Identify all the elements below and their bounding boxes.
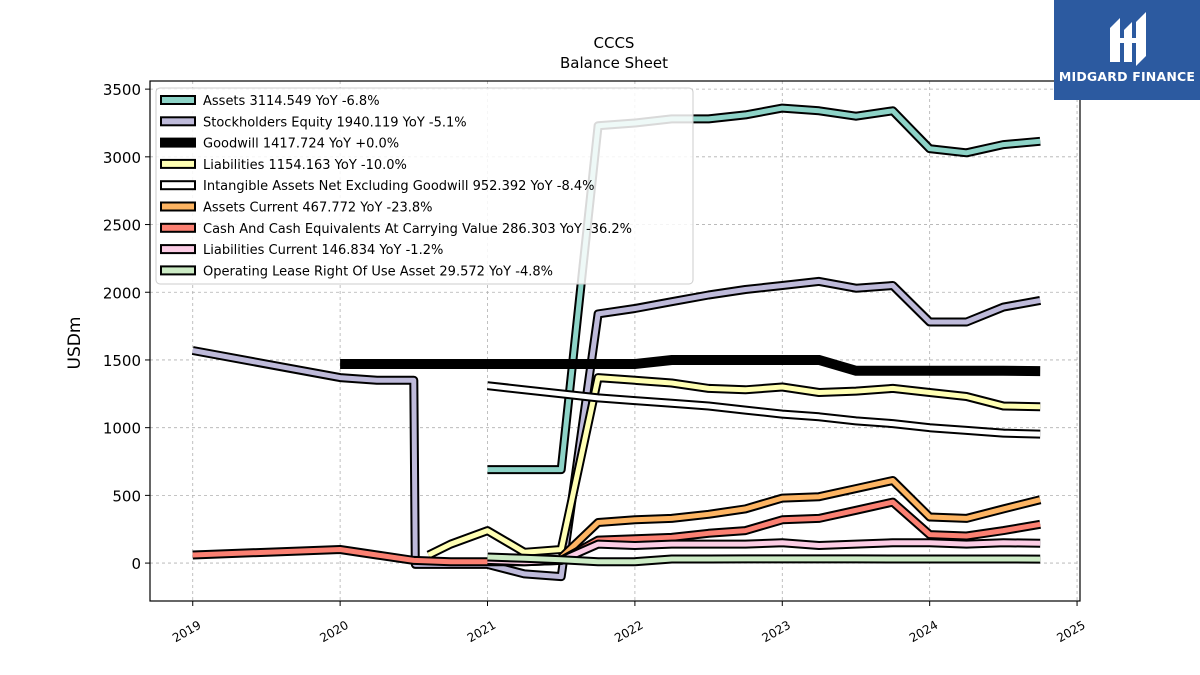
legend-entry: Goodwill 1417.724 YoY +0.0% xyxy=(160,137,399,152)
y-tick-label: 1000 xyxy=(103,420,141,438)
chart-subtitle: Balance Sheet xyxy=(560,54,668,72)
legend-entry: Cash And Cash Equivalents At Carrying Va… xyxy=(160,222,632,237)
y-tick-label: 2000 xyxy=(103,284,141,302)
series-1 xyxy=(487,103,1041,475)
legend-swatch xyxy=(160,222,196,233)
series-8 xyxy=(487,538,1041,567)
legend-swatch xyxy=(160,244,196,255)
series-2 xyxy=(191,276,1042,582)
plot-frame xyxy=(149,80,1081,602)
logo-mark-icon xyxy=(1110,12,1146,66)
legend-entry: Liabilities Current 146.834 YoY -1.2% xyxy=(160,243,443,258)
series-4 xyxy=(426,373,1041,560)
y-tick-label: 1500 xyxy=(103,352,141,370)
legend-entry: Intangible Assets Net Excluding Goodwill… xyxy=(160,179,594,194)
x-tick-label: 2024 xyxy=(907,618,940,645)
x-tick-label: 2019 xyxy=(170,618,203,645)
series-line xyxy=(559,478,1041,560)
legend-entry: Operating Lease Right Of Use Asset 29.57… xyxy=(160,264,553,279)
legend-swatch xyxy=(160,158,196,169)
series-line xyxy=(487,540,1041,565)
legend-swatch xyxy=(160,265,196,276)
x-tick-label: 2020 xyxy=(317,618,350,645)
series-7 xyxy=(192,497,1041,567)
y-tick-label: 3000 xyxy=(103,149,141,167)
series-3 xyxy=(340,355,1041,377)
legend-swatch xyxy=(160,95,196,105)
series-line xyxy=(340,355,1041,377)
legend-entry: Assets 3114.549 YoY -6.8% xyxy=(160,94,380,109)
series-lines xyxy=(191,103,1042,582)
y-axis-label: USDm xyxy=(65,317,85,370)
series-line xyxy=(427,375,1041,558)
y-tick-label: 0 xyxy=(131,555,141,573)
series-6 xyxy=(558,476,1042,561)
legend-label: Assets Current 467.772 YoY -23.8% xyxy=(203,201,433,216)
legend-label: Assets 3114.549 YoY -6.8% xyxy=(203,94,380,109)
x-tick-label: 2021 xyxy=(465,618,498,645)
x-tick-label: 2025 xyxy=(1054,618,1087,645)
series-9 xyxy=(487,552,1041,567)
series-line xyxy=(487,105,1041,473)
legend-box xyxy=(155,87,694,285)
midgard-finance-logo: MIDGARD FINANCE xyxy=(1054,0,1200,100)
y-tick-label: 500 xyxy=(112,487,141,505)
legend-swatch xyxy=(160,137,196,148)
series-5 xyxy=(487,381,1041,439)
x-tick-label: 2023 xyxy=(760,618,793,645)
legend: Assets 3114.549 YoY -6.8% Stockholders Eq… xyxy=(155,87,694,285)
legend-label: Liabilities Current 146.834 YoY -1.2% xyxy=(203,243,443,258)
legend-label: Intangible Assets Net Excluding Goodwill… xyxy=(203,179,594,194)
legend-swatch xyxy=(160,180,196,191)
chart-title: CCCS xyxy=(594,34,635,52)
legend-label: Liabilities 1154.163 YoY -10.0% xyxy=(203,158,407,173)
series-line xyxy=(487,383,1041,437)
series-line xyxy=(192,278,1041,580)
legend-label: Goodwill 1417.724 YoY +0.0% xyxy=(203,137,399,152)
y-tick-label: 2500 xyxy=(103,217,141,235)
legend-label: Stockholders Equity 1940.119 YoY -5.1% xyxy=(203,115,467,130)
series-line xyxy=(487,554,1041,565)
series-line xyxy=(192,499,1041,565)
legend-entry: Assets Current 467.772 YoY -23.8% xyxy=(160,201,433,216)
x-tick-label: 2022 xyxy=(612,618,645,645)
y-tick-label: 3500 xyxy=(103,81,141,99)
legend-swatch xyxy=(160,201,196,212)
logo-text: MIDGARD FINANCE xyxy=(1058,69,1196,84)
legend-label: Cash And Cash Equivalents At Carrying Va… xyxy=(203,222,632,237)
series-line-outline xyxy=(192,497,1041,567)
legend-label: Operating Lease Right Of Use Asset 29.57… xyxy=(203,264,553,279)
legend-entry: Liabilities 1154.163 YoY -10.0% xyxy=(160,158,407,173)
legend-entry: Stockholders Equity 1940.119 YoY -5.1% xyxy=(160,115,467,130)
legend-swatch xyxy=(160,116,196,127)
